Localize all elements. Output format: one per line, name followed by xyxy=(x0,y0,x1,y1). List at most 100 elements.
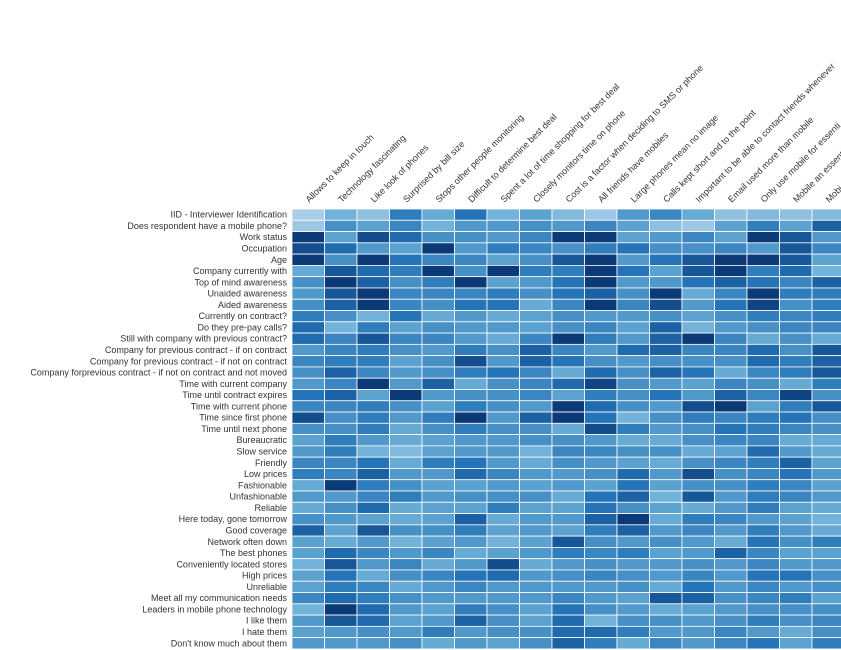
heatmap-cell xyxy=(811,637,841,650)
heatmap-cell xyxy=(486,219,520,232)
heatmap-cell xyxy=(811,614,841,627)
heatmap-cell xyxy=(584,535,618,548)
heatmap-cell xyxy=(811,276,841,289)
heatmap-cell xyxy=(584,219,618,232)
heatmap-cell xyxy=(746,219,780,232)
heatmap-cell xyxy=(291,411,325,424)
heatmap-cell xyxy=(779,501,813,514)
heatmap-cell xyxy=(324,332,358,345)
heatmap-cell xyxy=(486,558,520,571)
heatmap-cell xyxy=(584,366,618,379)
heatmap-cell xyxy=(519,242,553,255)
heatmap-cell xyxy=(681,310,715,323)
heatmap-cell xyxy=(291,242,325,255)
heatmap-cell xyxy=(324,614,358,627)
heatmap-cell xyxy=(486,456,520,469)
heatmap-cell xyxy=(681,547,715,560)
heatmap-cell xyxy=(291,490,325,503)
heatmap-cell xyxy=(714,411,748,424)
heatmap-cell xyxy=(714,603,748,616)
heatmap-cell xyxy=(616,479,650,492)
heatmap-cell xyxy=(324,535,358,548)
heatmap-cell xyxy=(746,479,780,492)
heatmap-cell xyxy=(746,625,780,639)
heatmap-cell xyxy=(714,343,748,357)
heatmap-cell xyxy=(454,287,488,300)
row-label: Company for previous contract - if not o… xyxy=(90,356,288,366)
heatmap-cell xyxy=(616,603,650,616)
heatmap-cell xyxy=(454,524,488,537)
heatmap-cell xyxy=(649,490,683,503)
row-label: Aided awareness xyxy=(218,300,288,310)
heatmap-cell xyxy=(421,603,455,616)
heatmap-cell xyxy=(324,355,358,368)
row-label: Company currently with xyxy=(193,266,287,276)
heatmap-cell xyxy=(486,513,520,526)
row-label: Here today, gone tomorrow xyxy=(179,514,288,524)
heatmap-cell xyxy=(649,513,683,526)
heatmap-cell xyxy=(551,377,585,390)
heatmap-cell xyxy=(584,603,618,616)
heatmap-cell xyxy=(324,625,358,639)
heatmap-cell xyxy=(421,411,455,424)
heatmap-cell xyxy=(486,276,520,289)
heatmap-cell xyxy=(421,400,455,413)
heatmap-cell xyxy=(616,614,650,627)
heatmap-cell xyxy=(551,208,585,221)
heatmap-cell xyxy=(356,208,390,221)
heatmap-cell xyxy=(779,456,813,469)
heatmap-cell xyxy=(291,276,325,289)
heatmap-cell xyxy=(616,625,650,639)
heatmap-cell xyxy=(779,445,813,458)
heatmap-cell xyxy=(584,490,618,503)
heatmap-cell xyxy=(519,445,553,458)
heatmap-cell xyxy=(454,377,488,390)
heatmap-cell xyxy=(551,343,585,357)
heatmap-cell xyxy=(519,558,553,571)
heatmap-cell xyxy=(551,637,585,650)
row-label: The best phones xyxy=(220,548,288,558)
heatmap-cell xyxy=(779,625,813,639)
heatmap-cell xyxy=(779,253,813,266)
heatmap-cell xyxy=(519,253,553,266)
heatmap-cell xyxy=(356,366,390,379)
heatmap-cell xyxy=(811,264,841,278)
heatmap-cell xyxy=(649,524,683,537)
heatmap-cell xyxy=(486,242,520,255)
heatmap-cell xyxy=(746,524,780,537)
heatmap-cell xyxy=(356,434,390,447)
row-label: Good coverage xyxy=(225,525,287,535)
heatmap-cell xyxy=(454,411,488,424)
heatmap-cell xyxy=(454,547,488,560)
heatmap-cell xyxy=(324,468,358,481)
heatmap-cell xyxy=(486,355,520,368)
heatmap-cell xyxy=(811,535,841,548)
heatmap-cell xyxy=(486,310,520,323)
heatmap-cell xyxy=(649,569,683,582)
heatmap-cell xyxy=(811,569,841,582)
heatmap-cell xyxy=(421,298,455,311)
heatmap-cell xyxy=(486,411,520,424)
heatmap-cell xyxy=(291,332,325,345)
heatmap-cell xyxy=(421,422,455,436)
heatmap-cell xyxy=(291,603,325,616)
heatmap-cell xyxy=(746,603,780,616)
heatmap-cell xyxy=(649,310,683,323)
heatmap-cell xyxy=(649,434,683,447)
heatmap-cell xyxy=(811,389,841,402)
heatmap-cell xyxy=(519,366,553,379)
heatmap-cell xyxy=(356,242,390,255)
heatmap-cell xyxy=(714,264,748,278)
row-label: High prices xyxy=(242,571,288,581)
heatmap-cell xyxy=(616,456,650,469)
heatmap-cell xyxy=(616,332,650,345)
heatmap-cell xyxy=(811,603,841,616)
heatmap-cell xyxy=(681,332,715,345)
heatmap-cell xyxy=(291,614,325,627)
heatmap-cell xyxy=(291,219,325,232)
heatmap-cell xyxy=(551,321,585,334)
row-label: Time since first phone xyxy=(199,413,287,423)
heatmap-cell xyxy=(421,321,455,334)
heatmap-cell xyxy=(356,558,390,571)
